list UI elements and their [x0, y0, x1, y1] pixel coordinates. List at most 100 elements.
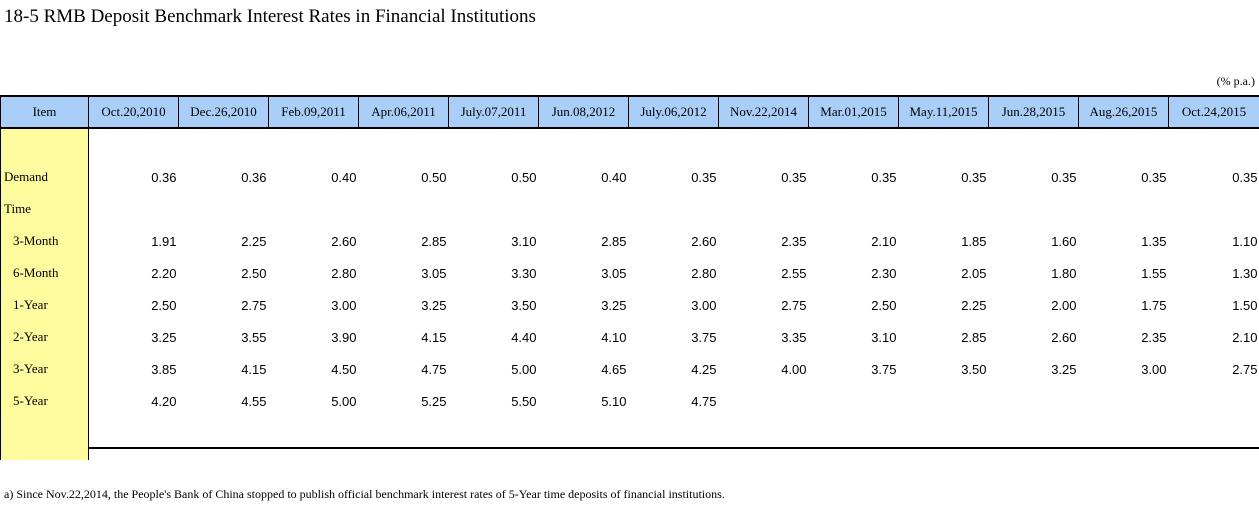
rate-cell: 2.60 — [331, 233, 357, 249]
rate-cell: 3.05 — [601, 265, 627, 281]
rate-cell: 4.75 — [421, 361, 447, 377]
rate-cell: 0.40 — [331, 169, 357, 185]
top-spacer-row — [0, 128, 1259, 161]
rate-cell — [989, 193, 1079, 225]
table-row: 5-Year 4.20 4.55 5.00 5.25 5.50 5.10 4.75 — [0, 385, 1259, 417]
rate-cell: 1.10 — [1232, 233, 1258, 249]
date-header: May.11,2015 — [898, 95, 989, 129]
rate-cell: 3.75 — [691, 329, 717, 345]
rate-cell: 2.50 — [871, 297, 897, 313]
rate-cell: 1.75 — [1141, 297, 1167, 313]
rate-cell: 0.35 — [1051, 169, 1077, 185]
row-label: 5-Year — [0, 385, 89, 417]
rate-cell: 3.00 — [691, 297, 717, 313]
rate-cell: 3.50 — [511, 297, 537, 313]
rate-cell: 2.55 — [781, 265, 807, 281]
rate-cell: 2.60 — [691, 233, 717, 249]
row-label: 6-Month — [0, 257, 89, 289]
rate-cell: 3.25 — [601, 297, 627, 313]
rate-cell: 4.10 — [601, 329, 627, 345]
rate-cell — [179, 193, 269, 225]
rate-cell — [989, 385, 1079, 417]
date-header: Dec.26,2010 — [178, 95, 269, 129]
rate-cell: 1.80 — [1051, 265, 1077, 281]
rate-cell: 3.85 — [151, 361, 177, 377]
rate-cell: 2.30 — [871, 265, 897, 281]
rate-cell: 0.40 — [601, 169, 627, 185]
rate-cell: 2.75 — [241, 297, 267, 313]
date-header: Jun.28,2015 — [988, 95, 1079, 129]
rate-cell: 2.50 — [241, 265, 267, 281]
rate-cell — [809, 385, 899, 417]
date-header: Oct.20,2010 — [88, 95, 179, 129]
rate-cell — [269, 193, 359, 225]
rate-cell: 5.50 — [511, 393, 537, 409]
date-header: Apr.06,2011 — [358, 95, 449, 129]
rate-cell: 5.25 — [421, 393, 447, 409]
rate-cell: 4.15 — [241, 361, 267, 377]
rate-cell: 3.50 — [961, 361, 987, 377]
rate-cell: 4.50 — [331, 361, 357, 377]
rate-cell: 4.00 — [781, 361, 807, 377]
rate-cell: 4.15 — [421, 329, 447, 345]
rate-cell: 2.35 — [781, 233, 807, 249]
rate-cell: 2.05 — [961, 265, 987, 281]
row-label: 2-Year — [0, 321, 89, 353]
rate-cell: 2.25 — [241, 233, 267, 249]
table-row: Demand 0.36 0.36 0.40 0.50 0.50 0.40 0.35 0.35 0.… — [0, 161, 1259, 193]
date-header: Jun.08,2012 — [538, 95, 629, 129]
rate-cell — [1079, 385, 1169, 417]
rate-cell: 0.36 — [151, 169, 177, 185]
rate-cell: 3.35 — [781, 329, 807, 345]
rate-cell: 3.75 — [871, 361, 897, 377]
rate-cell: 3.25 — [421, 297, 447, 313]
table-row: 1-Year 2.50 2.75 3.00 3.25 3.50 3.25 3.00 2.75 2.… — [0, 289, 1259, 321]
rate-cell: 2.85 — [421, 233, 447, 249]
rate-cell: 0.50 — [421, 169, 447, 185]
rate-cell: 1.50 — [1232, 297, 1258, 313]
rate-cell: 3.10 — [871, 329, 897, 345]
row-label: 3-Month — [0, 225, 89, 257]
table-row: 3-Month 1.91 2.25 2.60 2.85 3.10 2.85 2.60 2.35 2… — [0, 225, 1259, 257]
row-label: 1-Year — [0, 289, 89, 321]
rate-cell: 2.85 — [961, 329, 987, 345]
row-label: Demand — [0, 161, 89, 193]
rate-cell: 3.00 — [1141, 361, 1167, 377]
rate-cell — [359, 193, 449, 225]
table-row: 6-Month 2.20 2.50 2.80 3.05 3.30 3.05 2.80 2.55 2… — [0, 257, 1259, 289]
rate-cell — [719, 193, 809, 225]
rate-cell: 2.85 — [601, 233, 627, 249]
rate-cell: 1.35 — [1141, 233, 1167, 249]
rates-table: Item Oct.20,2010 Dec.26,2010 Feb.09,2011 Ap… — [0, 95, 1259, 460]
rate-cell: 3.25 — [151, 329, 177, 345]
item-header: Item — [0, 95, 89, 129]
footnote: a) Since Nov.22,2014, the People's Bank … — [4, 487, 725, 501]
rate-cell: 4.20 — [151, 393, 177, 409]
rate-cell: 2.10 — [1232, 329, 1258, 345]
rate-cell — [899, 385, 989, 417]
rate-cell — [1169, 385, 1259, 417]
rate-cell: 1.85 — [961, 233, 987, 249]
date-header: Feb.09,2011 — [268, 95, 359, 129]
rate-cell: 4.40 — [511, 329, 537, 345]
date-header: Oct.24,2015 — [1168, 95, 1259, 129]
rate-cell — [1079, 193, 1169, 225]
rate-cell: 0.35 — [781, 169, 807, 185]
rates-table-container: Item Oct.20,2010 Dec.26,2010 Feb.09,2011 Ap… — [0, 95, 1259, 460]
spacer-cell — [89, 128, 1259, 161]
rate-cell: 4.55 — [241, 393, 267, 409]
rate-cell: 3.10 — [511, 233, 537, 249]
table-row: 2-Year 3.25 3.55 3.90 4.15 4.40 4.10 3.75 3.35 3.… — [0, 321, 1259, 353]
rate-cell: 0.50 — [511, 169, 537, 185]
rate-cell: 2.35 — [1141, 329, 1167, 345]
rate-cell: 2.20 — [151, 265, 177, 281]
rate-cell: 1.91 — [151, 233, 177, 249]
rate-cell: 0.36 — [241, 169, 267, 185]
rate-cell: 2.10 — [871, 233, 897, 249]
spacer-cell — [89, 417, 1259, 460]
rate-cell: 3.05 — [421, 265, 447, 281]
rate-cell — [449, 193, 539, 225]
rate-cell: 5.10 — [601, 393, 627, 409]
rate-cell — [899, 193, 989, 225]
rate-cell: 4.75 — [691, 393, 717, 409]
